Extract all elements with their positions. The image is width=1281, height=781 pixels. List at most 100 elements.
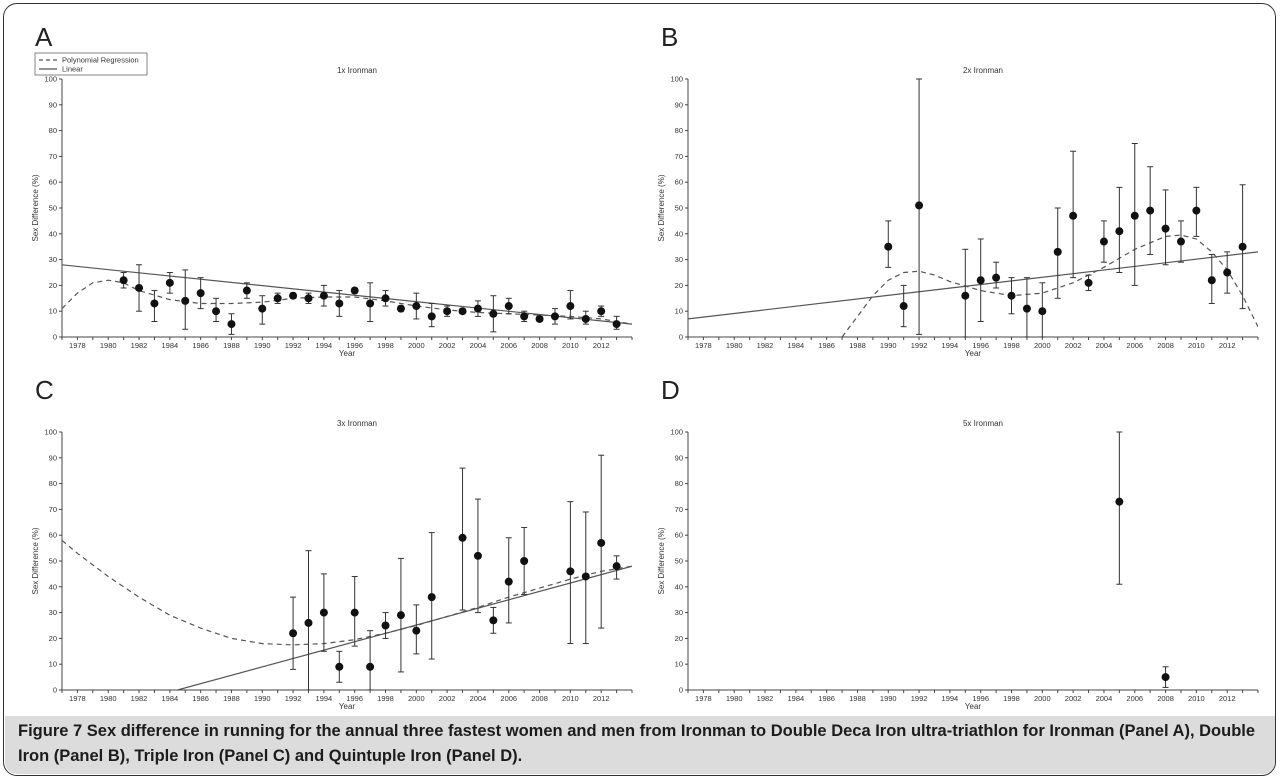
data-point: [366, 299, 375, 308]
y-axis-label: Sex Difference (%): [657, 174, 666, 241]
data-point: [1099, 237, 1108, 246]
y-tick-label: 40: [675, 582, 683, 591]
data-point-group: [976, 238, 985, 323]
panel-title: 5x Ironman: [963, 419, 1003, 428]
data-point: [1238, 242, 1247, 251]
data-point-group: [535, 314, 544, 323]
x-tick-label: 1980: [726, 694, 743, 703]
data-point: [350, 286, 359, 295]
x-tick-label: 1982: [131, 341, 148, 350]
data-point-group: [915, 78, 924, 335]
y-tick-label: 100: [44, 428, 57, 437]
data-point: [381, 294, 390, 303]
figure-caption: Figure 7 Sex difference in running for t…: [18, 719, 1263, 769]
data-point-group: [566, 501, 575, 645]
y-tick-label: 20: [49, 634, 57, 643]
panel-title: 3x Ironman: [337, 419, 377, 428]
data-point-group: [289, 596, 298, 670]
legend-box: [34, 52, 148, 76]
data-point: [473, 551, 482, 560]
data-point-group: [581, 310, 590, 325]
data-point-group: [597, 454, 606, 629]
data-point: [196, 289, 205, 298]
data-point: [1223, 268, 1232, 277]
x-tick-label: 2012: [1219, 694, 1236, 703]
x-tick-label: 2006: [1126, 694, 1143, 703]
x-tick-label: 1998: [377, 694, 394, 703]
y-tick-label: 90: [49, 100, 57, 109]
data-point-group: [212, 297, 221, 323]
data-point: [1176, 237, 1185, 246]
data-point: [412, 626, 421, 635]
data-point-group: [1022, 277, 1031, 338]
data-point: [258, 304, 267, 313]
y-tick-label: 80: [675, 479, 683, 488]
data-point: [242, 286, 251, 295]
panel-title: 2x Ironman: [963, 66, 1003, 75]
panel-title: 1x Ironman: [337, 66, 377, 75]
data-point-group: [612, 555, 621, 580]
data-point-group: [1161, 666, 1170, 688]
y-tick-label: 80: [49, 126, 57, 135]
legend-label-polynomial: Polynomial Regression: [62, 56, 139, 65]
x-tick-label: 2008: [1157, 694, 1174, 703]
data-point: [473, 304, 482, 313]
data-point: [976, 276, 985, 285]
data-point-group: [566, 290, 575, 320]
data-point-group: [1084, 274, 1093, 292]
x-tick-label: 1994: [316, 694, 333, 703]
data-point-group: [335, 650, 344, 683]
x-tick-label: 1992: [285, 694, 302, 703]
data-point: [520, 312, 529, 321]
data-point: [319, 291, 328, 300]
x-tick-label: 1978: [69, 694, 86, 703]
data-point-group: [473, 498, 482, 614]
y-tick-label: 100: [670, 428, 683, 437]
x-tick-label: 1982: [757, 341, 774, 350]
y-tick-label: 80: [49, 479, 57, 488]
panel-letter: A: [35, 22, 53, 52]
data-point-group: [1069, 150, 1078, 279]
data-point: [304, 294, 313, 303]
caption-prefix: Figure 7: [18, 722, 83, 740]
data-point-group: [135, 264, 144, 312]
polynomial-regression-line: [841, 234, 1258, 337]
x-tick-label: 2000: [1034, 694, 1051, 703]
data-point-group: [1053, 207, 1062, 299]
data-point-group: [165, 272, 174, 294]
x-tick-label: 2000: [408, 341, 425, 350]
x-tick-label: 1982: [131, 694, 148, 703]
x-tick-label: 1988: [223, 694, 240, 703]
x-tick-label: 2010: [562, 341, 579, 350]
x-tick-label: 1986: [192, 341, 209, 350]
y-tick-label: 100: [44, 75, 57, 84]
y-tick-label: 10: [49, 660, 57, 669]
x-tick-label: 1998: [377, 341, 394, 350]
x-tick-label: 1994: [942, 341, 959, 350]
data-point-group: [961, 248, 970, 338]
data-point: [335, 662, 344, 671]
x-tick-label: 2000: [1034, 341, 1051, 350]
data-point: [1161, 224, 1170, 233]
data-point-group: [520, 310, 529, 323]
x-tick-label: 2012: [593, 341, 610, 350]
data-point-group: [1130, 143, 1139, 286]
data-point: [597, 307, 606, 316]
data-point-group: [489, 295, 498, 333]
data-point: [289, 629, 298, 638]
data-point-group: [992, 261, 1001, 289]
data-point: [489, 616, 498, 625]
data-point: [427, 312, 436, 321]
y-tick-label: 90: [49, 453, 57, 462]
x-tick-label: 2004: [470, 694, 487, 703]
x-tick-label: 1978: [69, 341, 86, 350]
data-point-group: [458, 467, 467, 611]
data-point: [443, 307, 452, 316]
x-tick-label: 1986: [818, 341, 835, 350]
x-axis-label: Year: [339, 349, 356, 358]
data-point-group: [366, 282, 375, 323]
x-tick-label: 1988: [849, 341, 866, 350]
panel-c: C 3x Ironman 0 10 20 30 40 50 60 70 80 90 100 1978 198…: [31, 375, 633, 711]
linear-regression-line: [62, 264, 632, 325]
data-point: [135, 283, 144, 292]
